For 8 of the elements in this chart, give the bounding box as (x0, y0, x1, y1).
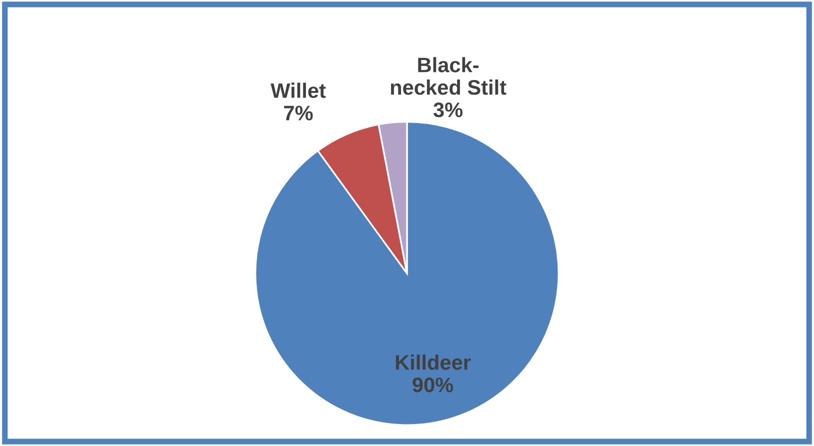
data-label: 90% (412, 378, 454, 392)
data-label: 3% (433, 102, 463, 118)
pie-slice (317, 124, 408, 274)
pie-slice (254, 120, 560, 426)
slice-label: Willet (270, 82, 326, 98)
slice-label: Killdeer (396, 354, 471, 370)
slice-label: Black-necked Stilt (390, 57, 506, 95)
data-label: 7% (284, 106, 313, 120)
